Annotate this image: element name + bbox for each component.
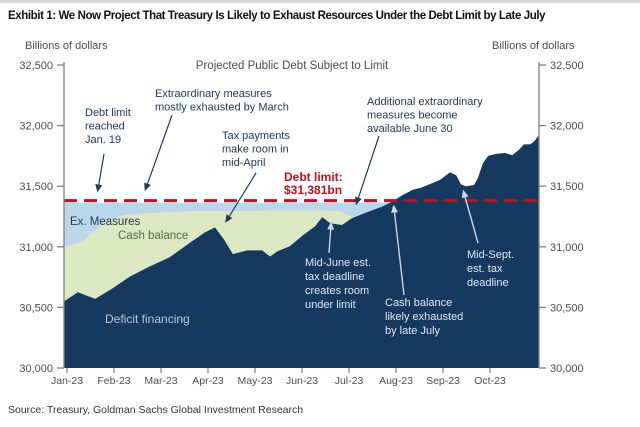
annotation-debt-limit-value-label: Debt limit: $31,381bn xyxy=(284,170,343,197)
annotation-extraordinary-measures-exhausted: Extraordinary measures mostly exhausted b… xyxy=(155,88,289,114)
annotation-line: deadline xyxy=(467,277,509,289)
annotation-line: Additional extraordinary xyxy=(367,96,483,108)
annotation-tax-payments-mid-april: Tax payments make room in mid-April xyxy=(222,130,290,169)
annotation-mid-june-tax-deadline: Mid-June est. tax deadline creates room und… xyxy=(305,257,371,311)
annotation-debt-limit-reached: Debt limit reached Jan. 19 xyxy=(85,107,131,146)
annotation-cash-balance-area-label: Cash balance xyxy=(118,230,188,242)
axes: 32,500 32,500 32,000 32,000 31,500 31,500 31,0… xyxy=(19,60,583,387)
area-deficit-financing xyxy=(64,135,539,368)
annotation-arrow-line xyxy=(393,210,405,296)
annotation-line: measures become xyxy=(367,110,458,122)
debt-chart-svg: 32,500 32,500 32,000 32,000 31,500 31,500 31,0… xyxy=(19,60,583,387)
y-tick-label-left: 32,000 xyxy=(19,121,53,133)
x-tick-label: Oct-23 xyxy=(474,375,506,387)
annotation-cash-balance-exhausted: Cash balance likely exhausted by late July xyxy=(385,297,463,337)
annotation-line: by late July xyxy=(385,325,441,337)
annotation-arrowhead xyxy=(355,196,362,206)
chart-areas xyxy=(64,135,539,368)
annotation-line: Debt limit: xyxy=(284,170,343,184)
y-axis-unit-left: Billions of dollars xyxy=(25,40,108,52)
annotation-ex-measures-area-label: Ex. Measures xyxy=(70,216,141,228)
y-tick-label-left: 32,500 xyxy=(19,60,53,72)
x-tick-label: Apr-23 xyxy=(192,375,224,387)
y-tick-label-right: 30,500 xyxy=(550,302,584,314)
annotation-line: est. tax xyxy=(467,263,503,275)
annotation-line: Extraordinary measures xyxy=(155,88,272,100)
x-tick-label: May-23 xyxy=(237,375,272,387)
annotation-line: Cash balance xyxy=(118,230,188,242)
annotation-arrow-line xyxy=(357,135,380,200)
y-tick-label-left: 31,000 xyxy=(19,242,53,254)
y-tick-label-right: 32,500 xyxy=(550,60,584,72)
y-tick-label-right: 31,000 xyxy=(550,242,584,254)
annotation-arrow-line xyxy=(146,114,173,186)
annotation-arrowhead xyxy=(95,184,103,193)
annotation-line: tax deadline xyxy=(305,271,364,283)
chart-title: Projected Public Debt Subject to Limit xyxy=(196,60,389,72)
annotation-line: Deficit financing xyxy=(105,312,190,326)
annotation-arrow-line xyxy=(464,195,479,244)
annotation-arrowhead xyxy=(225,214,233,223)
y-tick-label-right: 31,500 xyxy=(550,181,584,193)
annotation-arrowhead xyxy=(144,182,151,192)
y-tick-label-left: 30,000 xyxy=(19,363,53,375)
annotation-additional-measures-june30: Additional extraordinary measures become a… xyxy=(367,96,483,135)
annotation-line: creates room xyxy=(305,285,369,297)
x-tick-label: Feb-23 xyxy=(97,375,130,387)
x-tick-label: Sep-23 xyxy=(426,375,460,387)
x-tick-label: Aug-23 xyxy=(379,375,413,387)
annotation-line: Ex. Measures xyxy=(70,216,141,228)
annotation-arrow-line xyxy=(228,172,257,218)
annotation-arrow-line xyxy=(328,227,332,254)
annotation-line: Tax payments xyxy=(222,130,290,142)
annotation-arrowhead xyxy=(461,189,469,199)
y-axis-unit-right: Billions of dollars xyxy=(492,40,575,52)
annotation-line: Mid-Sept. xyxy=(467,249,514,261)
annotation-line: reached xyxy=(85,121,125,133)
y-tick-label-right: 32,000 xyxy=(550,121,584,133)
x-tick-label: Jul-23 xyxy=(335,375,364,387)
annotation-line: make room in xyxy=(222,144,289,156)
annotation-mid-sept-tax-deadline: Mid-Sept. est. tax deadline xyxy=(467,249,514,289)
annotation-line: Debt limit xyxy=(85,107,131,119)
annotation-deficit-financing-area-label: Deficit financing xyxy=(105,312,190,326)
annotation-line: Cash balance xyxy=(385,297,452,309)
annotation-arrow-line xyxy=(97,153,105,187)
x-tick-label: Jan-23 xyxy=(51,375,83,387)
y-tick-label-left: 31,500 xyxy=(19,181,53,193)
source-line: Source: Treasury, Goldman Sachs Global I… xyxy=(8,404,304,416)
exhibit-title: Exhibit 1: We Now Project That Treasury … xyxy=(8,10,546,22)
x-tick-label: Jun-23 xyxy=(286,375,318,387)
annotation-line: available June 30 xyxy=(367,123,453,135)
annotation-line: Mid-June est. xyxy=(305,257,371,269)
annotation-line: likely exhausted xyxy=(385,311,463,323)
annotation-line: Jan. 19 xyxy=(85,134,121,146)
y-tick-label-right: 30,000 xyxy=(550,363,584,375)
annotation-line: mid-April xyxy=(222,157,265,169)
y-tick-label-left: 30,500 xyxy=(19,302,53,314)
annotation-line: under limit xyxy=(305,299,356,311)
x-tick-label: Mar-23 xyxy=(144,375,177,387)
annotation-line: $31,381bn xyxy=(284,183,342,197)
chart-annotations: Debt limit reached Jan. 19 Extraordinary me… xyxy=(70,88,514,337)
annotation-line: mostly exhausted by March xyxy=(155,102,289,114)
annotation-arrowhead xyxy=(391,204,398,213)
annotation-arrowhead xyxy=(327,221,335,230)
